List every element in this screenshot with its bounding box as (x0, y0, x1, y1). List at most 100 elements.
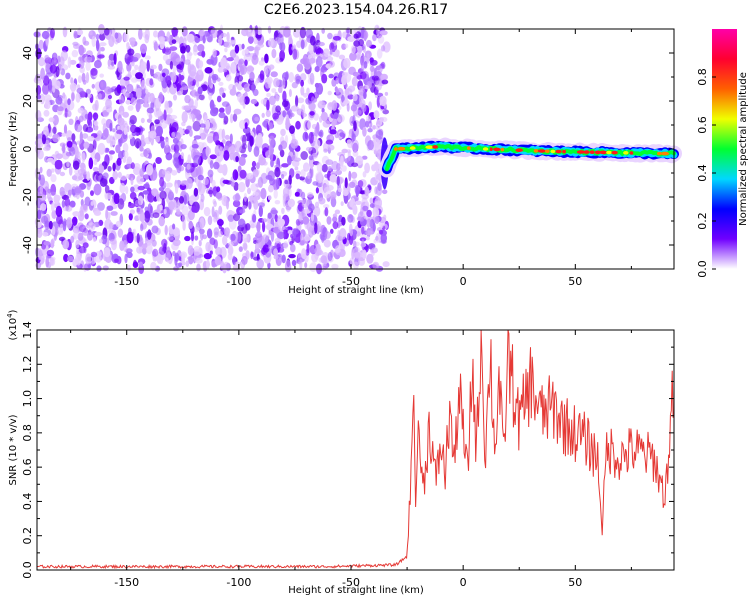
noise-speck (224, 41, 231, 48)
noise-speck (95, 39, 100, 52)
noise-speck (244, 59, 248, 67)
noise-speck (41, 215, 49, 225)
noise-speck (254, 25, 259, 37)
noise-speck (276, 247, 285, 253)
noise-speck (225, 198, 230, 210)
noise-speck (229, 49, 237, 59)
noise-speck (153, 167, 157, 176)
noise-speck (180, 81, 186, 88)
noise-speck (181, 205, 189, 216)
noise-speck (341, 165, 347, 172)
noise-speck (283, 241, 289, 249)
noise-speck (202, 177, 209, 186)
noise-speck (139, 146, 144, 152)
noise-speck (165, 75, 172, 84)
noise-speck (221, 101, 230, 107)
noise-speck (104, 154, 110, 167)
noise-speck (375, 185, 383, 196)
spectrogram-x-tick-label: -100 (226, 275, 251, 288)
noise-speck (47, 157, 54, 163)
noise-speck (374, 216, 380, 224)
noise-speck (132, 56, 139, 62)
noise-speck (256, 259, 265, 269)
noise-speck (136, 102, 141, 109)
noise-speck (281, 77, 286, 89)
noise-speck (81, 152, 86, 163)
noise-speck (377, 35, 385, 44)
noise-speck (325, 159, 334, 166)
noise-speck (316, 122, 320, 134)
noise-speck (187, 256, 193, 261)
noise-speck (379, 30, 388, 36)
noise-speck (145, 242, 153, 255)
noise-speck (38, 80, 43, 86)
noise-speck (63, 124, 68, 135)
noise-speck (77, 232, 84, 241)
noise-speck (142, 174, 150, 180)
noise-speck (67, 137, 72, 142)
noise-speck (329, 135, 334, 140)
noise-speck (275, 95, 280, 102)
noise-speck (251, 160, 257, 168)
noise-speck (100, 46, 105, 52)
noise-speck (185, 260, 190, 268)
noise-speck (51, 225, 56, 236)
noise-speck (106, 108, 112, 113)
noise-speck (242, 126, 251, 134)
noise-speck (159, 176, 165, 188)
noise-speck (242, 233, 250, 243)
noise-speck (78, 115, 84, 123)
noise-speck (321, 108, 325, 113)
noise-speck (117, 60, 123, 73)
noise-speck (209, 154, 217, 160)
noise-speck (367, 140, 374, 151)
noise-speck (63, 94, 67, 106)
noise-speck (255, 162, 260, 170)
noise-speck (341, 148, 349, 154)
signal-hotspot (660, 151, 670, 156)
noise-speck (296, 63, 304, 73)
noise-speck (292, 48, 298, 60)
noise-speck (329, 191, 337, 200)
noise-speck (186, 163, 191, 170)
noise-speck (349, 257, 355, 266)
noise-speck (147, 203, 152, 215)
noise-speck (94, 59, 102, 69)
noise-speck (334, 132, 339, 139)
noise-speck (186, 177, 193, 190)
noise-speck (287, 155, 292, 166)
noise-speck (83, 141, 90, 149)
noise-speck (193, 187, 199, 197)
colorbar-tick-label: 0.0 (696, 260, 709, 278)
signal-hotspot (611, 150, 618, 155)
noise-speck (44, 139, 50, 151)
noise-speck (107, 211, 111, 220)
noise-speck (48, 85, 54, 93)
noise-speck (262, 244, 270, 253)
noise-speck (375, 232, 381, 243)
chart-title: C2E6.2023.154.04.26.R17 (264, 2, 448, 18)
noise-speck (127, 264, 131, 272)
noise-speck (340, 201, 344, 207)
noise-speck (223, 227, 231, 235)
noise-speck (282, 110, 287, 118)
snr-y-label: SNR (10 * v/v) (8, 414, 19, 485)
noise-speck (64, 205, 73, 212)
noise-speck (123, 150, 129, 159)
noise-speck (262, 161, 268, 166)
signal-hotspot (562, 149, 566, 154)
noise-speck (199, 217, 205, 229)
noise-speck (366, 39, 372, 48)
noise-speck (339, 228, 347, 240)
noise-speck (106, 205, 114, 211)
noise-speck (281, 163, 289, 168)
noise-speck (287, 229, 293, 235)
noise-speck (341, 216, 346, 226)
noise-speck (308, 203, 315, 212)
noise-speck (238, 218, 246, 228)
noise-speck (238, 156, 246, 167)
noise-speck (218, 35, 223, 46)
noise-speck (344, 177, 348, 189)
signal-hotspot (550, 149, 556, 154)
noise-speck (117, 198, 125, 210)
